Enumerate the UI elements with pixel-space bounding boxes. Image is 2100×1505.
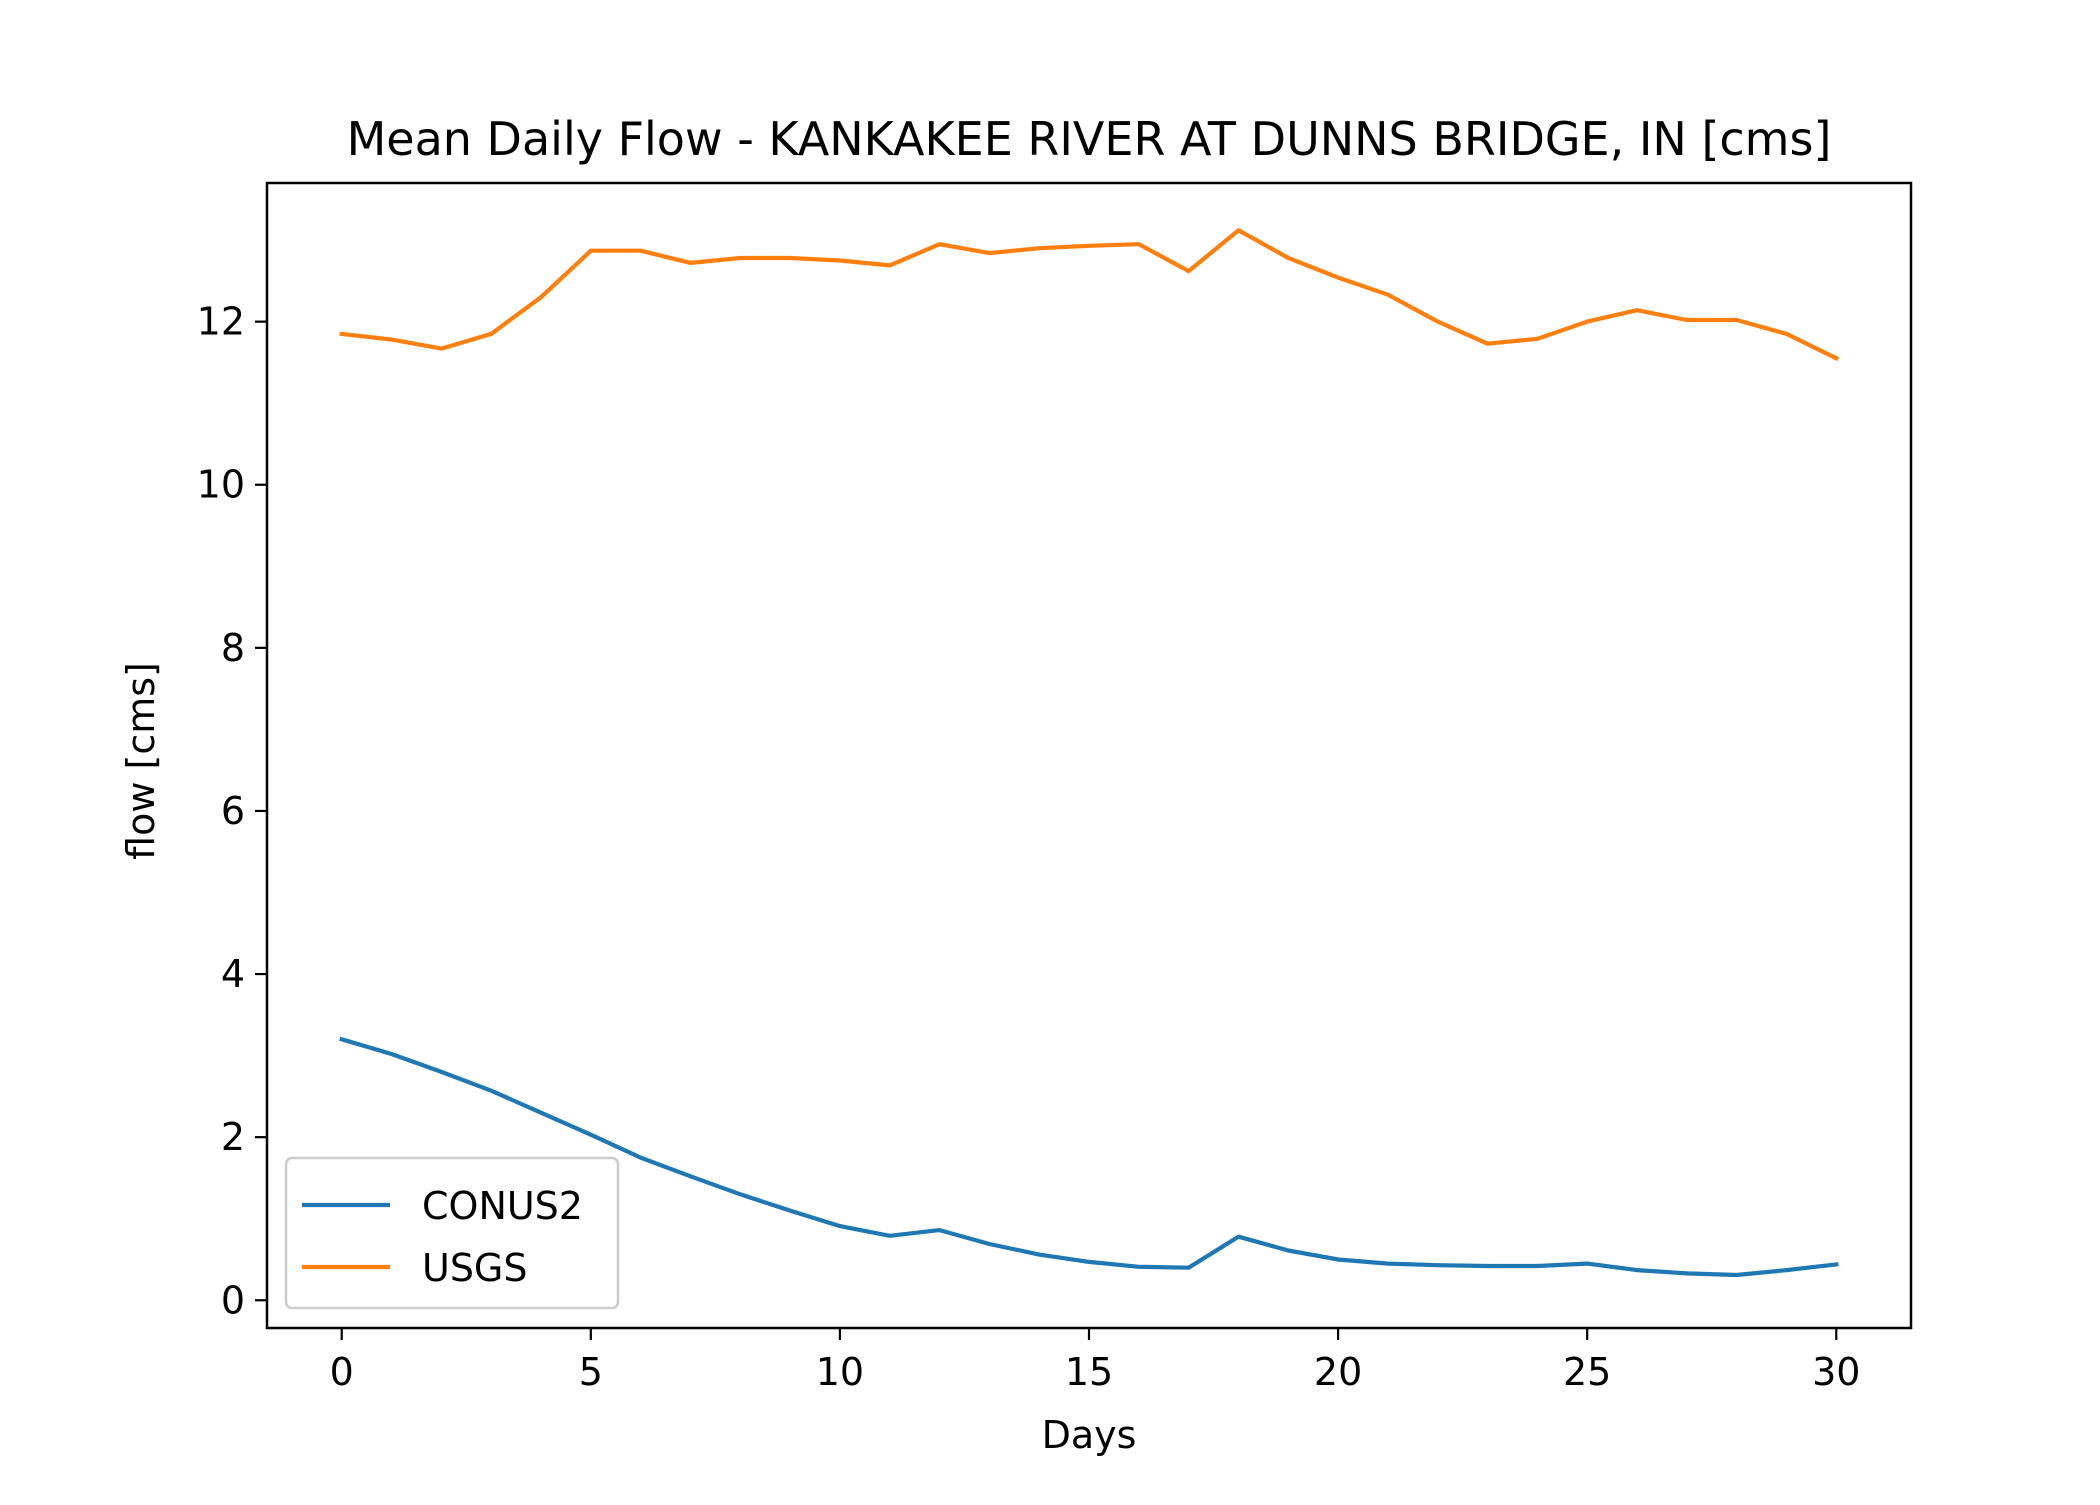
legend-label-usgs: USGS xyxy=(422,1246,528,1290)
legend: CONUS2 USGS xyxy=(284,1156,620,1310)
legend-label-conus2: CONUS2 xyxy=(422,1184,583,1228)
y-tick-label: 4 xyxy=(221,952,245,996)
x-tick-label: 0 xyxy=(330,1350,354,1394)
x-tick-label: 10 xyxy=(816,1350,864,1394)
series-line-usgs xyxy=(339,228,1840,362)
x-tick-label: 5 xyxy=(579,1350,603,1394)
series-line-conus2 xyxy=(339,1036,1839,1278)
x-tick-label: 20 xyxy=(1314,1350,1362,1394)
x-tick-label: 30 xyxy=(1812,1350,1860,1394)
x-tick-label: 15 xyxy=(1065,1350,1113,1394)
y-tick-label: 2 xyxy=(221,1115,245,1159)
plot-area: 0 5 10 15 20 25 30 0 2 4 6 8 10 12 xyxy=(197,181,1913,1394)
y-tick-label: 8 xyxy=(221,626,245,670)
x-axis-label: Days xyxy=(1042,1413,1137,1457)
legend-box xyxy=(284,1156,620,1310)
y-tick-label: 0 xyxy=(221,1278,245,1322)
y-tick-label: 6 xyxy=(221,789,245,833)
x-tick-label: 25 xyxy=(1563,1350,1611,1394)
y-axis-label: flow [cms] xyxy=(119,662,163,860)
chart-title: Mean Daily Flow - KANKAKEE RIVER AT DUNN… xyxy=(347,112,1832,166)
y-tick-label: 12 xyxy=(197,300,245,344)
y-tick-label: 10 xyxy=(197,463,245,507)
